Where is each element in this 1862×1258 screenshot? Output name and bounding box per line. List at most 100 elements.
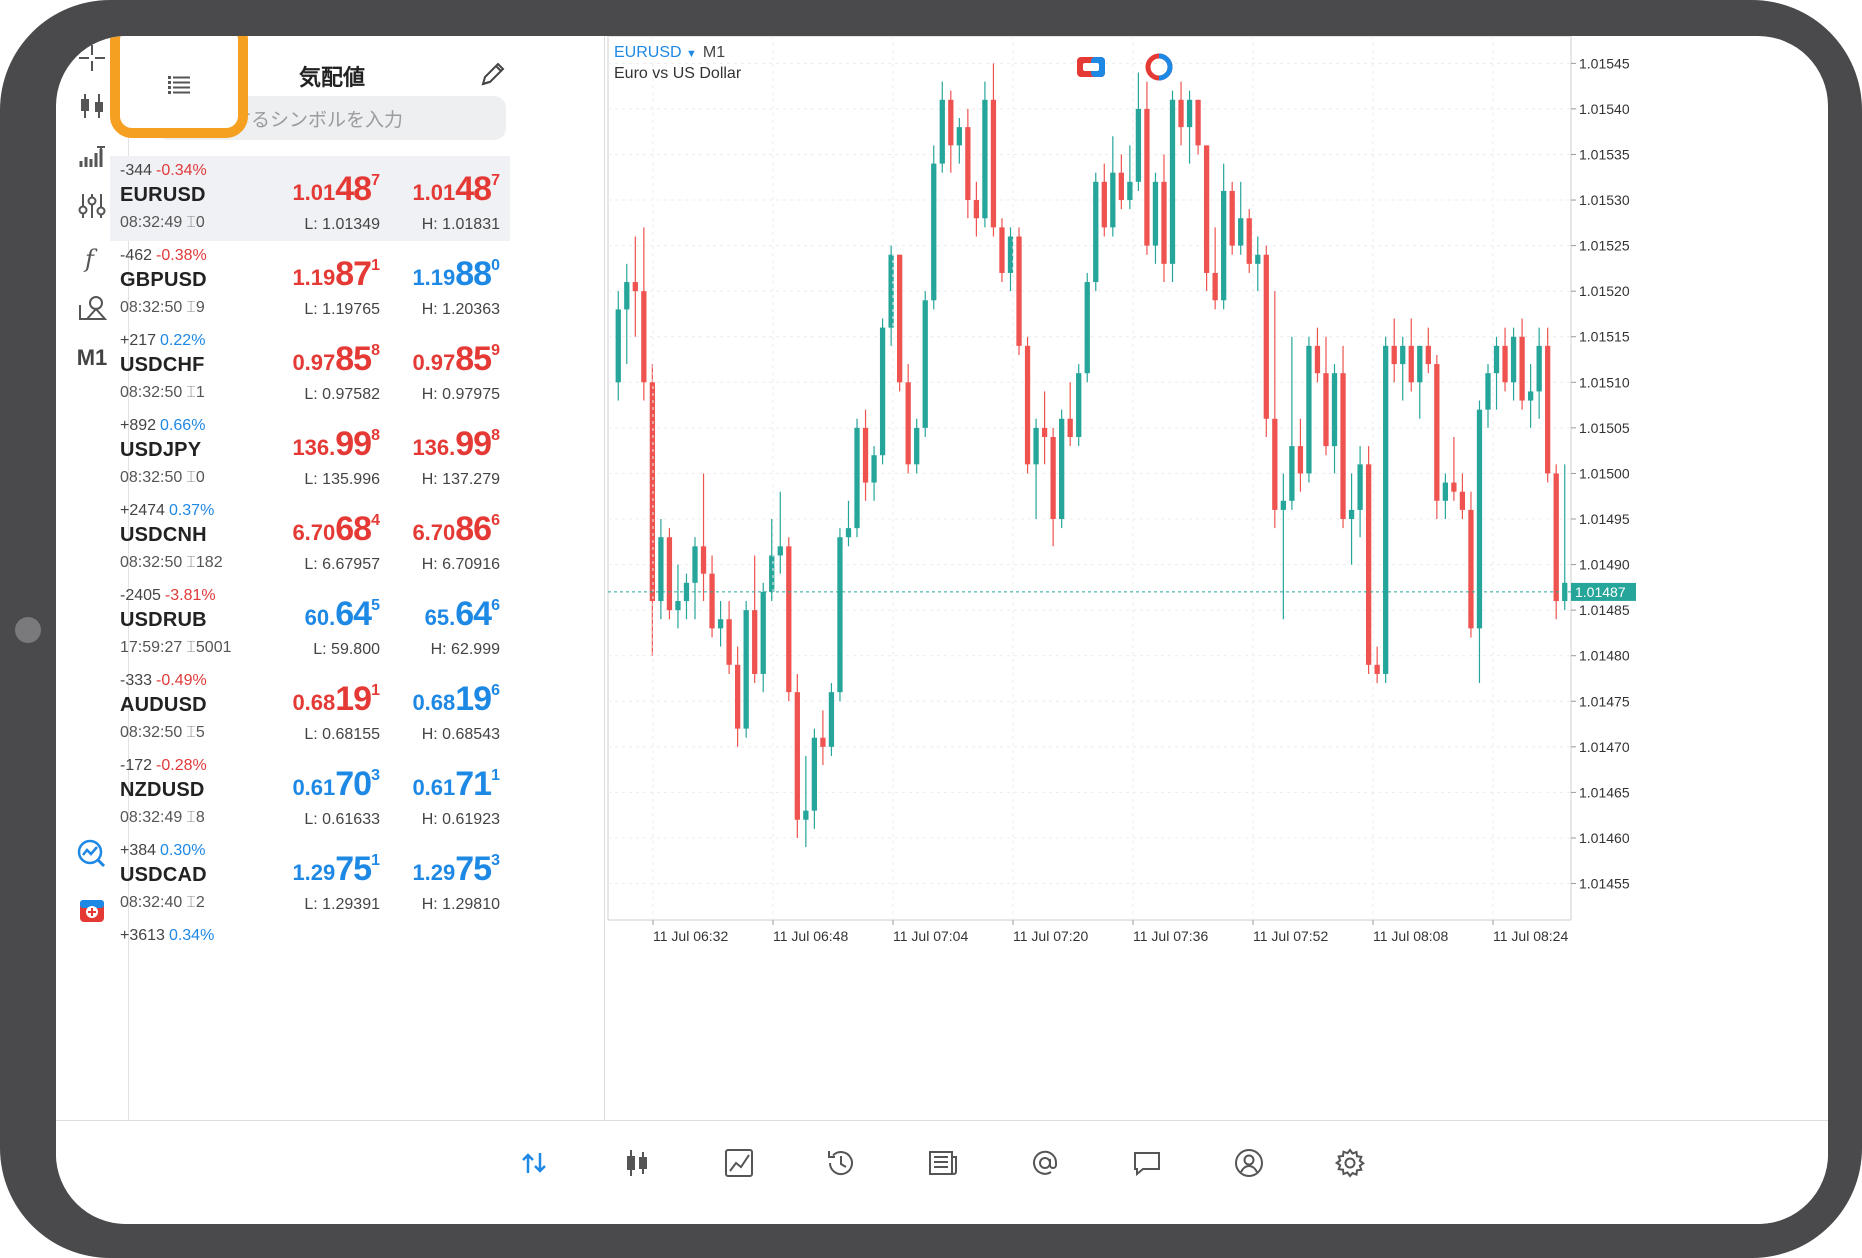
tab-news-icon[interactable] xyxy=(921,1141,965,1185)
bid-price[interactable]: 0.68191 xyxy=(292,680,380,718)
ask-price[interactable]: 65.646 xyxy=(424,595,500,633)
price-axis-label: 1.01475 xyxy=(1579,693,1630,709)
bid-price[interactable]: 1.19871 xyxy=(292,255,380,293)
price-axis-label: 1.01530 xyxy=(1579,192,1630,208)
candle-bull xyxy=(769,555,775,592)
candle-bear xyxy=(1340,373,1346,520)
bid-price[interactable]: 1.29751 xyxy=(292,850,380,888)
quote-low: L: 59.800 xyxy=(313,641,380,658)
candle-bull xyxy=(1084,282,1090,374)
timeframe-button[interactable]: M1 xyxy=(76,345,108,370)
quote-row[interactable]: -172 -0.28% NZDUSD 08:32:49 ⌶8 0.61703 0.61711… xyxy=(110,751,510,836)
quotes-header: 気配値 xyxy=(129,36,604,106)
quote-low: L: 0.97582 xyxy=(304,386,380,403)
bid-price[interactable]: 6.70684 xyxy=(292,510,380,548)
tab-account-icon[interactable] xyxy=(1227,1141,1271,1185)
bid-price[interactable]: 60.645 xyxy=(304,595,380,633)
bid-price[interactable]: 136.998 xyxy=(292,425,380,463)
device-camera-dot xyxy=(15,617,41,643)
candle-bull xyxy=(675,601,681,611)
quote-time: 08:32:50 ⌶0 xyxy=(120,469,205,487)
symbol-dropdown-icon[interactable]: ▼ xyxy=(686,48,697,60)
ask-price[interactable]: 1.19880 xyxy=(412,255,500,293)
bid-price[interactable]: 1.01487 xyxy=(292,170,380,208)
candle-bear xyxy=(632,282,638,292)
quote-row[interactable]: +217 0.22% USDCHF 08:32:50 ⌶1 0.97858 0.97859 L… xyxy=(110,326,510,411)
tab-settings-gear-icon[interactable] xyxy=(1328,1141,1372,1185)
quote-row[interactable]: -344 -0.34% EURUSD 08:32:49 ⌶0 1.01487 1.01487… xyxy=(110,156,510,241)
ask-price[interactable]: 0.61711 xyxy=(412,765,500,803)
app-screen: f M1 気配値 検索するシンボルを入力 xyxy=(56,36,1828,1224)
chart-description: Euro vs US Dollar xyxy=(614,65,742,82)
quote-spread: 2 xyxy=(195,894,205,911)
edit-pencil-icon[interactable] xyxy=(479,60,507,93)
candle-bear xyxy=(820,737,826,747)
tab-mailbox-icon[interactable] xyxy=(1023,1141,1067,1185)
ask-price[interactable]: 136.998 xyxy=(412,425,500,463)
candle-bull xyxy=(1306,345,1312,474)
quote-change-percent: 0.34% xyxy=(168,927,215,944)
candle-bear xyxy=(1118,172,1124,201)
price-axis-label: 1.01525 xyxy=(1579,238,1630,254)
tab-chart-icon[interactable] xyxy=(615,1141,659,1185)
ask-price[interactable]: 0.97859 xyxy=(412,340,500,378)
quote-low: L: 1.19765 xyxy=(304,301,380,318)
quote-high: H: 1.01831 xyxy=(421,216,500,233)
quote-spread: 0 xyxy=(195,469,205,486)
ask-price[interactable]: 6.70866 xyxy=(412,510,500,548)
svg-text:f: f xyxy=(83,245,98,273)
candle-bull xyxy=(1348,509,1355,520)
quote-row[interactable]: -462 -0.38% GBPUSD 08:32:50 ⌶9 1.19871 1.19880… xyxy=(110,241,510,326)
tab-trade-icon[interactable] xyxy=(717,1141,761,1185)
price-chart[interactable]: 1.01545 1.01540 1.01535 1.01530 1.01525 1.015… xyxy=(606,36,1828,1120)
price-axis-label: 1.01465 xyxy=(1579,784,1630,800)
candle-bear xyxy=(752,610,758,674)
candle-bear xyxy=(1195,99,1201,146)
quotes-list-button[interactable] xyxy=(110,36,248,138)
function-icon[interactable]: f xyxy=(70,236,114,280)
quote-row[interactable]: -2405 -3.81% USDRUB 17:59:27 ⌶5001 60.645 65.6… xyxy=(110,581,510,666)
price-axis-label: 1.01500 xyxy=(1579,465,1630,481)
chart-canvas[interactable]: 1.01545 1.01540 1.01535 1.01530 1.01525 1.015… xyxy=(606,36,1828,1120)
quote-high: H: 0.97975 xyxy=(421,386,500,403)
quote-change-percent: 0.66% xyxy=(160,417,206,434)
ask-price[interactable]: 0.68196 xyxy=(412,680,500,718)
add-order-icon[interactable] xyxy=(70,888,114,932)
bid-price[interactable]: 0.97858 xyxy=(292,340,380,378)
candle-bull xyxy=(914,427,920,465)
indicators-chart-icon[interactable] xyxy=(70,134,114,178)
bid-price[interactable]: 0.61703 xyxy=(292,765,380,803)
time-axis-label: 11 Jul 08:24 xyxy=(1493,928,1568,944)
trade-signals-icon[interactable] xyxy=(70,832,114,876)
quote-high: H: 62.999 xyxy=(430,641,500,658)
objects-shapes-icon[interactable] xyxy=(70,286,114,330)
ask-price[interactable]: 1.01487 xyxy=(412,170,500,208)
quote-row[interactable]: -333 -0.49% AUDUSD 08:32:50 ⌶5 0.68191 0.68196… xyxy=(110,666,510,751)
quote-timestamp: 08:32:49 xyxy=(120,214,183,231)
quote-row[interactable]: +384 0.30% USDCAD 08:32:40 ⌶2 1.29751 1.29753 L… xyxy=(110,836,510,921)
candle-bear xyxy=(734,664,741,729)
quotes-list: -344 -0.34% EURUSD 08:32:49 ⌶0 1.01487 1.01487… xyxy=(110,156,510,1006)
quote-change: -462 -0.38% xyxy=(120,247,207,265)
candle-bull xyxy=(871,455,877,483)
candle-bull xyxy=(1127,181,1133,201)
tab-chat-icon[interactable] xyxy=(1125,1141,1169,1185)
quote-row[interactable]: +892 0.66% USDJPY 08:32:50 ⌶0 136.998 136.998 L… xyxy=(110,411,510,496)
chart-symbol-name[interactable]: EURUSD xyxy=(614,44,682,61)
price-axis-label: 1.01485 xyxy=(1579,602,1630,618)
candle-bull xyxy=(1493,345,1500,374)
tab-quotes-icon[interactable] xyxy=(512,1141,556,1185)
candlestick-icon[interactable] xyxy=(70,84,114,128)
quote-row[interactable]: +3613 0.34% xyxy=(110,921,510,1006)
settings-sliders-icon[interactable] xyxy=(70,184,114,228)
chart-symbol[interactable]: EURUSD ▼ M1 xyxy=(614,44,725,62)
price-axis-label: 1.01545 xyxy=(1579,55,1630,71)
one-click-trading-icon[interactable] xyxy=(1076,54,1106,85)
tab-history-icon[interactable] xyxy=(819,1141,863,1185)
ask-price[interactable]: 1.29753 xyxy=(412,850,500,888)
depth-of-market-icon[interactable] xyxy=(1144,52,1174,87)
quote-timestamp: 08:32:50 xyxy=(120,299,183,316)
crosshair-icon[interactable] xyxy=(70,36,114,80)
quote-high: H: 1.20363 xyxy=(421,301,500,318)
quote-row[interactable]: +2474 0.37% USDCNH 08:32:50 ⌶182 6.70684 6.708… xyxy=(110,496,510,581)
